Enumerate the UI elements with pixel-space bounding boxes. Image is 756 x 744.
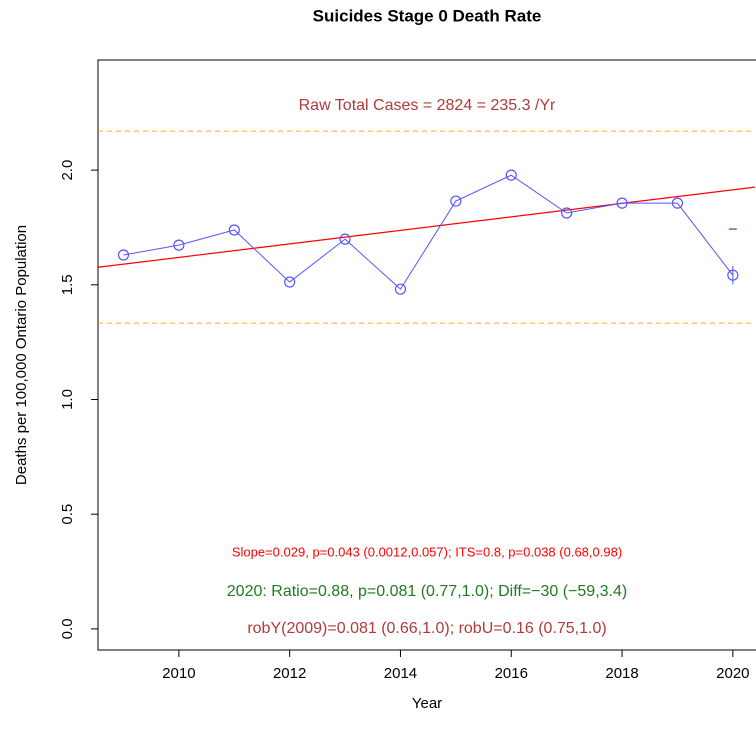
chart-title: Suicides Stage 0 Death Rate [313, 6, 542, 25]
point [450, 195, 462, 207]
point [117, 249, 130, 261]
annotation: Raw Total Cases = 2824 = 235.3 /Yr [299, 97, 556, 114]
annotation: Slope=0.029, p=0.043 (0.0012,0.057); ITS… [232, 544, 622, 559]
point [505, 169, 517, 181]
point [727, 269, 739, 281]
x-tick-label: 2014 [384, 665, 417, 682]
plot-frame [97, 59, 756, 651]
x-tick-label: 2020 [716, 665, 749, 682]
point [671, 197, 684, 209]
x-axis-label: Year [412, 695, 442, 712]
x-tick-label: 2012 [273, 665, 306, 682]
y-tick-label: 2.0 [59, 160, 76, 181]
x-tick-label: 2010 [162, 665, 195, 682]
x-tick-label: 2018 [605, 665, 638, 682]
point [561, 207, 573, 219]
y-tick-label: 0.5 [59, 504, 76, 525]
annotation: robY(2009)=0.081 (0.66,1.0); robU=0.16 (… [247, 620, 606, 637]
point [284, 276, 296, 288]
x-tick-label: 2016 [495, 665, 528, 682]
y-tick-label: 0.0 [59, 618, 76, 639]
annotation: 2020: Ratio=0.88, p=0.081 (0.77,1.0); Di… [227, 583, 627, 600]
point [339, 233, 351, 245]
point [394, 283, 407, 295]
point [228, 224, 240, 236]
trend-line [97, 186, 756, 268]
point [616, 197, 628, 209]
y-axis-label: Deaths per 100,000 Ontario Population [13, 225, 30, 485]
series-line [123, 174, 734, 290]
point [173, 239, 185, 251]
y-tick-label: 1.5 [59, 274, 76, 295]
y-tick-label: 1.0 [59, 389, 76, 410]
